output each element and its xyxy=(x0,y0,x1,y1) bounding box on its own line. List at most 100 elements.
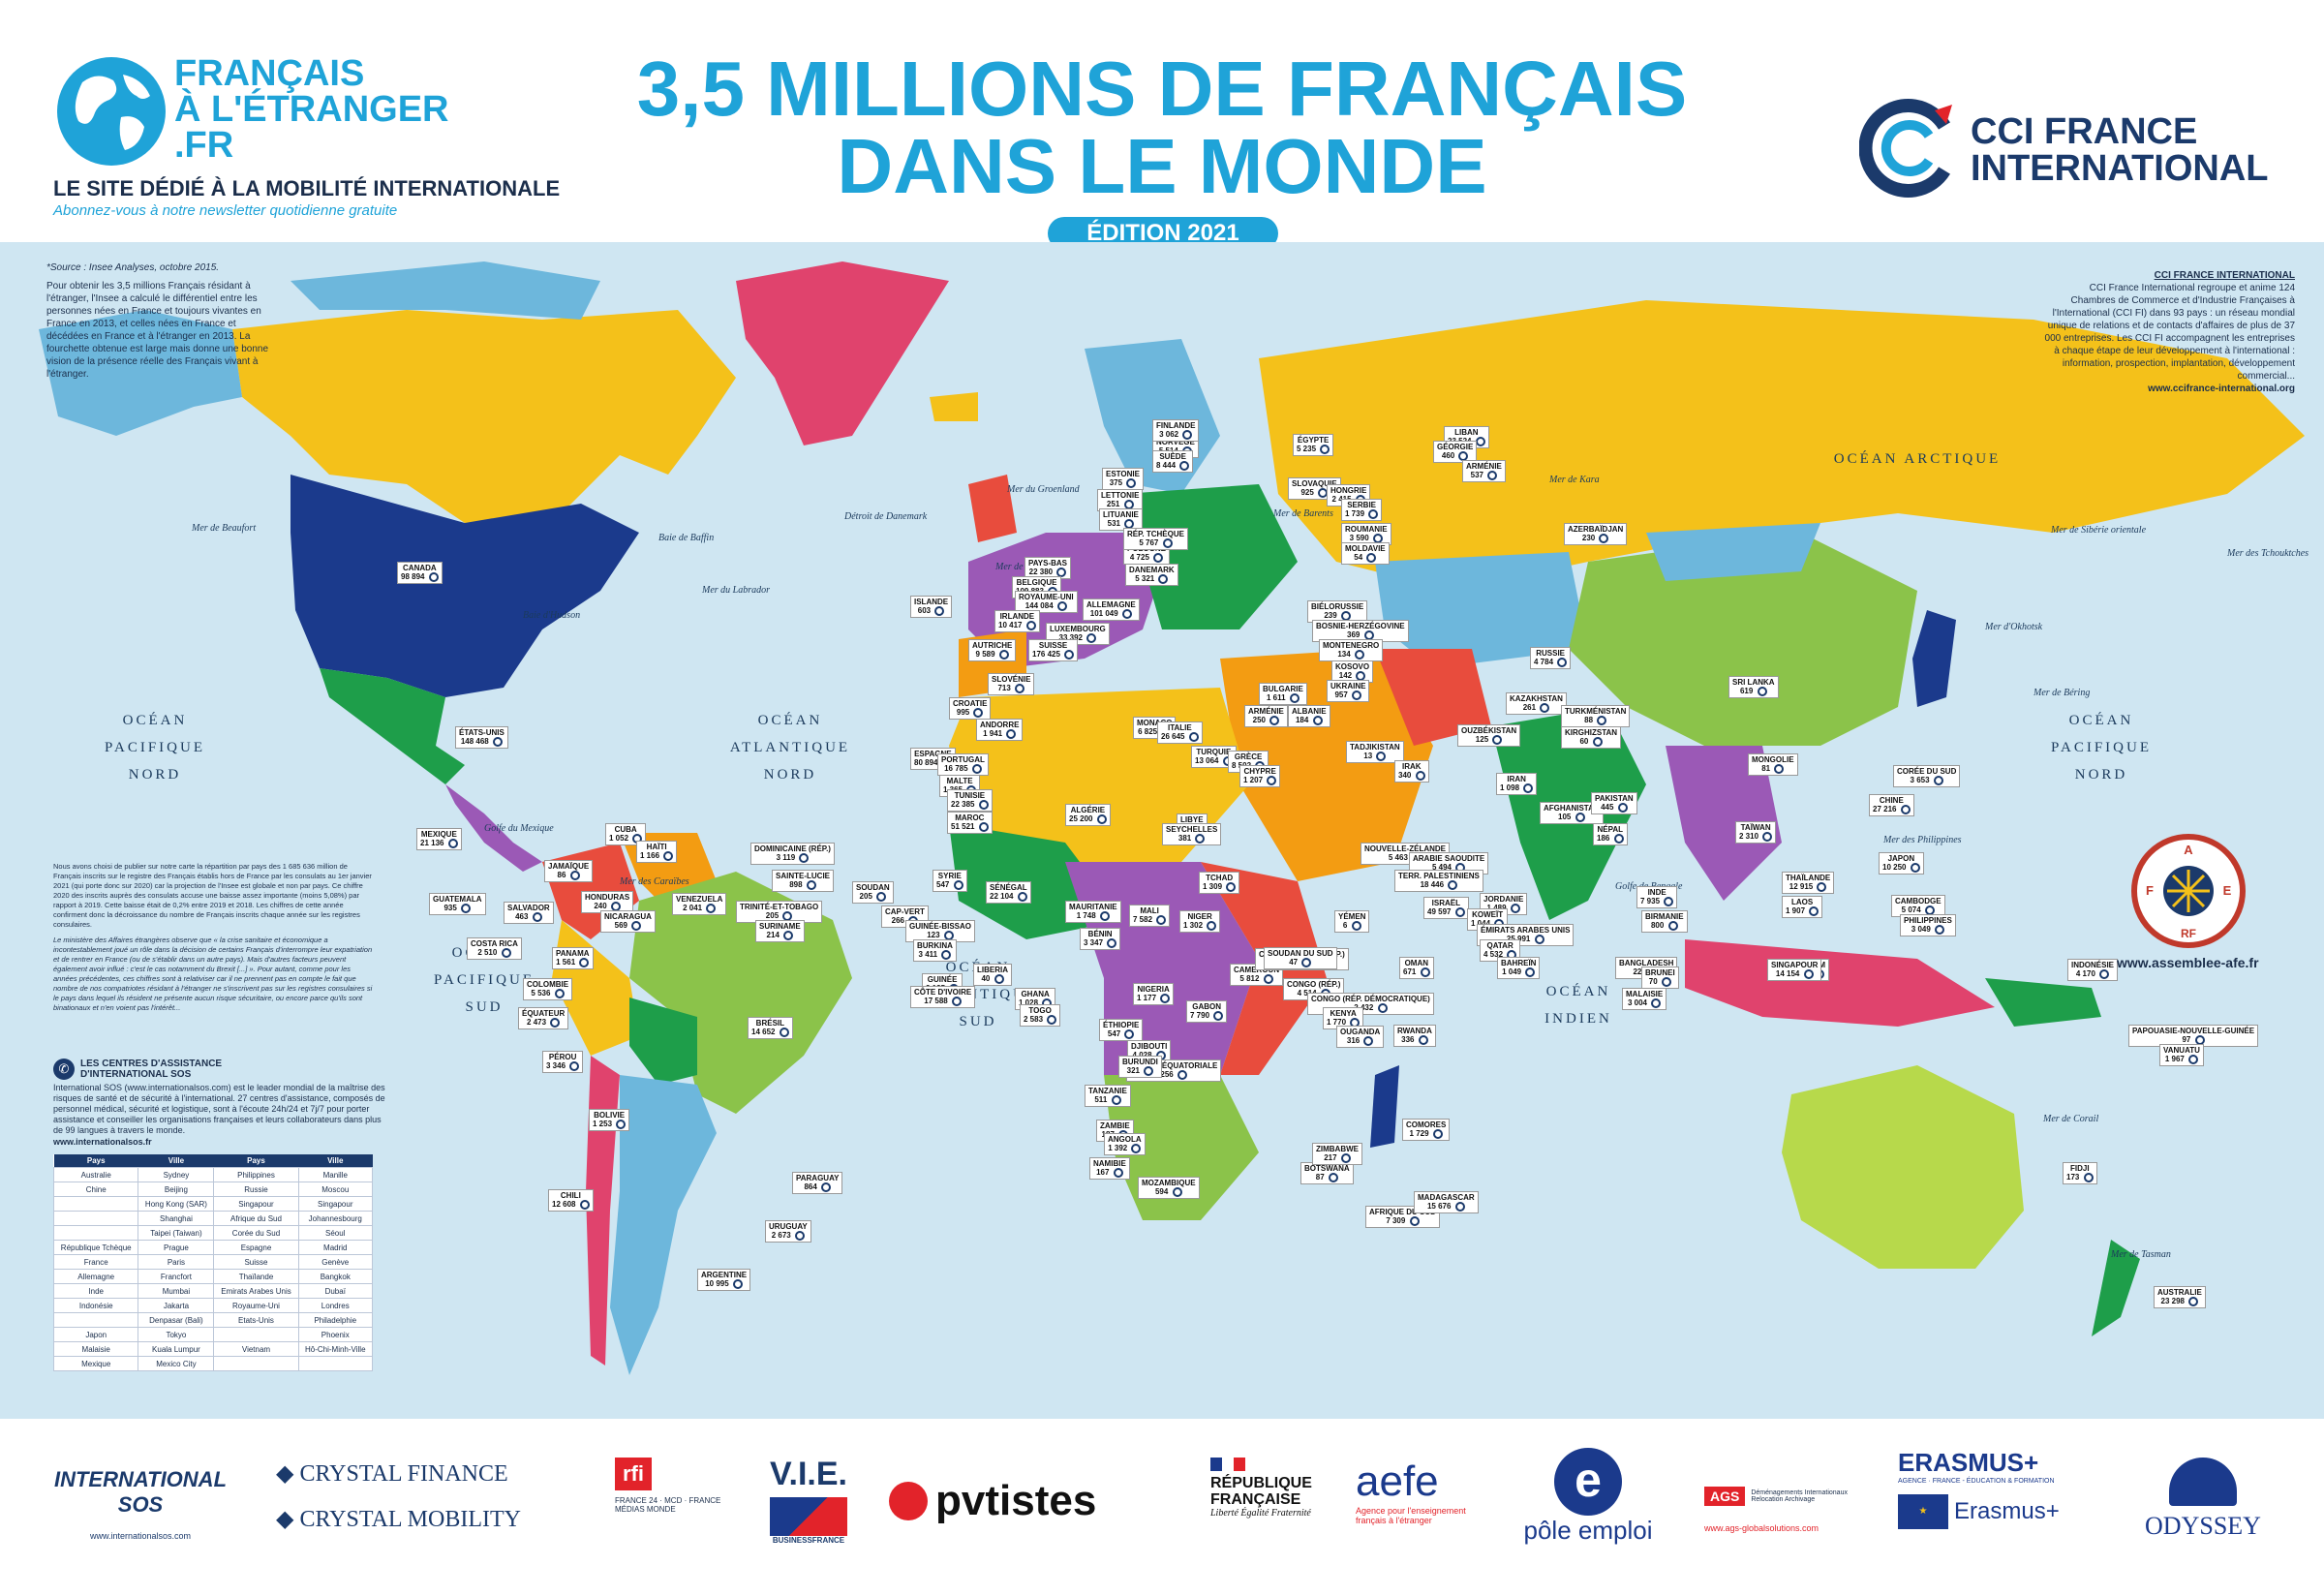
country-name: INDONÉSIE xyxy=(2071,961,2115,969)
sos-panel: ✆ LES CENTRES D'ASSISTANCE D'INTERNATION… xyxy=(52,1059,387,1371)
country-label: ALLEMAGNE 101 049 xyxy=(1083,598,1140,621)
country-name: PHILIPPINES xyxy=(1904,916,1952,925)
country-label: ARABIE SAOUDITE 5 494 xyxy=(1409,852,1489,875)
country-count: 13 064 xyxy=(1195,756,1233,766)
country-count: 10 417 xyxy=(998,621,1036,630)
country-label: MOLDAVIE 54 xyxy=(1341,542,1390,565)
country-name: INDE xyxy=(1647,888,1667,897)
ags-url[interactable]: www.ags-globalsolutions.com xyxy=(1704,1523,1819,1533)
country-label: ROYAUME-UNI 144 084 xyxy=(1015,591,1078,613)
republique-motto: Liberté Égalité Fraternité xyxy=(1210,1508,1311,1519)
country-count: 54 xyxy=(1345,553,1386,563)
country-label: NIGER 1 302 xyxy=(1179,910,1221,933)
table-row: Denpasar (Bali) Etats-Unis Philadelphie xyxy=(52,1312,374,1328)
crystal-mobility-logo: ◆ CRYSTAL MOBILITY xyxy=(276,1505,521,1533)
cci-chamber-icon xyxy=(783,931,794,940)
cci-line-1: CCI FRANCE xyxy=(1971,111,2198,152)
country-name: URUGUAY xyxy=(769,1222,808,1231)
country-label: CHYPRE 1 207 xyxy=(1239,765,1281,787)
sos-header: ✆ LES CENTRES D'ASSISTANCE D'INTERNATION… xyxy=(53,1059,387,1080)
sea-label: Mer de Beaufort xyxy=(192,523,257,534)
country-name: KAZAKHSTAN xyxy=(1510,694,1563,703)
country-name: BOLIVIE xyxy=(594,1111,626,1120)
arctic-islands-shape xyxy=(290,261,600,320)
country-label: TCHAD 1 309 xyxy=(1199,872,1240,894)
country-count: 167 xyxy=(1093,1168,1126,1178)
country-label: LIBERIA 40 xyxy=(973,964,1012,986)
country-count: 3 347 xyxy=(1084,938,1117,948)
russia-shape xyxy=(1259,300,2305,591)
country-name: CHILI xyxy=(560,1191,581,1200)
country-name: COLOMBIE xyxy=(527,980,569,989)
country-name: SLOVAQUIE xyxy=(1292,479,1337,488)
cci-chamber-icon xyxy=(732,1279,743,1289)
country-name: SURINAME xyxy=(759,922,801,931)
country-name: GHANA xyxy=(1021,990,1050,998)
sos-link[interactable]: www.internationalsos.fr xyxy=(53,1137,152,1147)
cci-chamber-icon xyxy=(799,853,810,863)
businessfrance-text: BUSINESSFRANCE xyxy=(772,1536,845,1545)
country-name: VANUATU xyxy=(2163,1046,2200,1055)
country-name: COMORES xyxy=(1406,1120,1447,1129)
country-name: ÉTHIOPIE xyxy=(1103,1021,1140,1029)
country-count: 1 253 xyxy=(593,1120,627,1129)
country-label: MEXIQUE 21 136 xyxy=(416,828,462,850)
cci-chamber-icon xyxy=(554,989,565,998)
country-label: ARMÉNIE 537 xyxy=(1462,460,1506,482)
cci-panel-link[interactable]: www.ccifrance-international.org xyxy=(2148,384,2295,394)
country-name: PAKISTAN xyxy=(1595,794,1634,803)
country-label: BOLIVIE 1 253 xyxy=(589,1109,630,1131)
country-label: SÉNÉGAL 22 104 xyxy=(986,881,1031,904)
cci-chamber-icon xyxy=(2083,1173,2094,1182)
country-label: ALBANIE 184 xyxy=(1288,705,1330,727)
table-cell: Francfort xyxy=(138,1269,215,1284)
country-count: 25 200 xyxy=(1069,814,1107,824)
country-name: MADAGASCAR xyxy=(1418,1193,1475,1202)
cci-chamber-icon xyxy=(876,892,887,902)
cci-chamber-icon xyxy=(1195,834,1206,844)
country-label: AFGHANISTAN 105 xyxy=(1540,802,1604,824)
country-label: MAROC 51 521 xyxy=(947,812,993,834)
country-name: TRINITÉ-ET-TOBAGO xyxy=(740,903,819,911)
country-count: 70 xyxy=(1645,977,1675,987)
sea-label: Mer de Tasman xyxy=(2111,1249,2171,1260)
country-label: MADAGASCAR 15 676 xyxy=(1414,1191,1479,1213)
country-name: BURKINA xyxy=(917,941,953,950)
table-cell: Prague xyxy=(138,1240,215,1255)
cci-chamber-icon xyxy=(1409,1216,1420,1226)
country-name: ALLEMAGNE xyxy=(1086,600,1136,609)
cci-chamber-icon xyxy=(1575,813,1585,822)
table-cell: Jakarta xyxy=(138,1298,215,1313)
crystal-logos: ◆ CRYSTAL FINANCE ◆ CRYSTAL MOBILITY xyxy=(276,1459,521,1533)
country-name: SRI LANKA xyxy=(1732,678,1775,687)
country-label: ÉQUATEUR 2 473 xyxy=(518,1007,569,1029)
country-name: PORTUGAL xyxy=(941,755,985,764)
country-name: ARMÉNIE xyxy=(1248,707,1284,716)
table-cell: Mexique xyxy=(52,1356,139,1371)
country-count: 3 119 xyxy=(754,853,831,863)
country-name: CAP-VERT xyxy=(885,907,925,916)
pvtistes-text: pvtistes xyxy=(935,1477,1097,1524)
country-count: 134 xyxy=(1323,650,1379,660)
cci-chamber-icon xyxy=(998,650,1009,660)
afe-link[interactable]: www.assemblee-afe.fr xyxy=(2117,955,2259,970)
country-count: 18 446 xyxy=(1398,880,1480,890)
country-label: OUGANDA 316 xyxy=(1336,1026,1385,1048)
table-cell: Chine xyxy=(52,1182,139,1197)
country-label: BÉNIN 3 347 xyxy=(1080,928,1121,950)
erasmus-agence-text: ERASMUS+ xyxy=(1898,1448,2039,1477)
country-count: 547 xyxy=(1103,1029,1139,1039)
sea-label: Mer des Philippines xyxy=(1883,835,1962,845)
table-cell: Russie xyxy=(213,1182,299,1197)
country-count: 1 907 xyxy=(1786,906,1819,916)
table-cell: Phoenix xyxy=(297,1327,374,1342)
country-count: 8 444 xyxy=(1156,461,1190,471)
cci-chamber-icon xyxy=(1487,471,1498,480)
table-row: Indonésie Jakarta Royaume-Uni Londres xyxy=(52,1298,374,1313)
cci-chamber-icon xyxy=(1179,461,1190,471)
country-count: 1 941 xyxy=(980,729,1019,739)
ags-logo: AGS Déménagements Internationaux Relocat… xyxy=(1704,1487,1869,1533)
sos-table-body: Australie Sydney Philippines Manille Chine Be… xyxy=(52,1167,374,1371)
country-name: CHYPRE xyxy=(1243,767,1276,776)
country-name: PÉROU xyxy=(548,1053,577,1061)
